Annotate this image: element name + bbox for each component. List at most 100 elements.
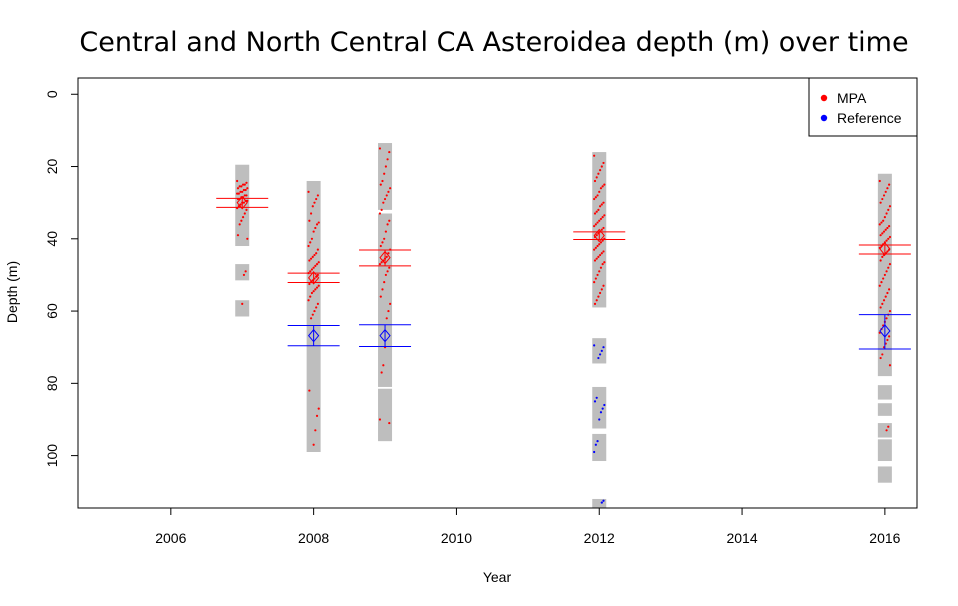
observation-point-mpa-2016 (888, 235, 892, 239)
observation-point-mpa-2007 (236, 187, 240, 190)
observation-point-mpa-2012 (599, 266, 603, 269)
observation-point-mpa-2009 (378, 147, 382, 150)
plot-frame (77, 77, 918, 509)
observation-point-mpa-2008 (309, 270, 312, 273)
observation-point-mpa-2007 (237, 192, 240, 195)
observation-point-mpa-2012 (599, 205, 602, 208)
observation-point-mpa-2007 (244, 188, 247, 192)
observation-point-mpa-2008 (308, 259, 311, 262)
observation-point-mpa-2016 (888, 288, 891, 291)
observation-point-mpa-2009 (388, 150, 391, 154)
observation-point-mpa-2012 (597, 208, 600, 211)
y-tick-label-80: 80 (44, 375, 60, 391)
observation-point-mpa-2012 (597, 255, 600, 258)
observation-point-mpa-2012 (601, 262, 604, 266)
observation-point-mpa-2007 (243, 183, 246, 186)
observation-point-mpa-2007 (240, 185, 243, 188)
observation-point-mpa-2012 (595, 234, 598, 237)
observation-point-mpa-2016 (887, 425, 890, 428)
observation-point-mpa-2016 (881, 197, 884, 201)
observation-point-mpa-2012 (602, 161, 605, 165)
observation-point-mpa-2012 (600, 228, 603, 231)
observation-point-mpa-2008 (313, 309, 316, 313)
observation-point-mpa-2008 (317, 407, 320, 410)
observation-point-mpa-2012 (599, 187, 603, 190)
observation-point-reference-2012 (603, 403, 606, 407)
observation-point-mpa-2012 (602, 226, 605, 230)
observation-point-mpa-2016 (879, 234, 882, 237)
observation-point-mpa-2016 (885, 270, 888, 273)
observation-point-mpa-2016 (880, 281, 883, 284)
observation-point-mpa-2008 (315, 223, 319, 226)
observation-point-mpa-2012 (601, 239, 604, 242)
observation-point-reference-2012 (596, 440, 599, 443)
observation-point-mpa-2012 (599, 253, 602, 257)
observation-point-mpa-2016 (882, 194, 886, 197)
observation-point-mpa-2008 (309, 212, 313, 215)
observation-point-mpa-2008 (317, 221, 320, 224)
observation-point-mpa-2009 (388, 219, 391, 222)
observation-point-mpa-2016 (887, 208, 890, 211)
observation-point-mpa-2007 (246, 187, 249, 190)
observation-point-mpa-2016 (888, 183, 891, 186)
observation-point-mpa-2008 (315, 286, 319, 289)
observation-point-reference-2012 (601, 407, 604, 410)
observation-point-mpa-2008 (314, 226, 317, 230)
observation-point-mpa-2009 (389, 187, 392, 190)
observation-point-reference-2012 (602, 346, 605, 349)
observation-point-mpa-2012 (601, 216, 604, 219)
observation-point-mpa-2007 (243, 194, 246, 197)
depth-range-bar-2007 (235, 264, 250, 281)
observation-point-mpa-2009 (388, 421, 391, 425)
observation-point-mpa-2016 (886, 338, 889, 342)
observation-point-mpa-2009 (382, 201, 385, 204)
observation-point-mpa-2009 (386, 158, 389, 161)
observation-point-mpa-2009 (386, 223, 389, 226)
observation-point-mpa-2008 (312, 443, 315, 446)
legend: MPA Reference (808, 77, 918, 137)
observation-point-mpa-2016 (888, 262, 892, 266)
y-tick-label-0: 0 (44, 90, 60, 98)
observation-point-mpa-2012 (595, 257, 598, 260)
mean-marker-mpa-2008 (307, 271, 320, 285)
observation-point-mpa-2007 (241, 216, 245, 219)
observation-point-mpa-2016 (886, 187, 889, 190)
observation-point-mpa-2007 (236, 179, 239, 183)
observation-point-mpa-2008 (315, 262, 319, 266)
observation-point-mpa-2012 (593, 259, 597, 262)
observation-point-mpa-2009 (380, 371, 383, 374)
observation-point-mpa-2008 (310, 268, 314, 271)
observation-point-mpa-2008 (311, 313, 314, 316)
observation-point-mpa-2009 (388, 266, 391, 269)
observation-point-mpa-2016 (881, 232, 884, 235)
legend-box (808, 77, 918, 137)
observation-point-mpa-2012 (598, 243, 601, 246)
observation-point-mpa-2016 (888, 225, 891, 228)
observation-point-mpa-2016 (881, 302, 884, 305)
depth-range-bar-2016 (877, 403, 892, 416)
depth-range-bar-2016 (877, 439, 892, 462)
observation-point-mpa-2009 (378, 418, 382, 421)
observation-point-mpa-2012 (593, 281, 596, 284)
observation-point-mpa-2009 (383, 237, 386, 240)
observation-point-mpa-2016 (884, 228, 887, 231)
observation-point-mpa-2007 (240, 219, 243, 222)
observation-point-mpa-2009 (378, 212, 382, 215)
observation-point-mpa-2009 (381, 288, 384, 291)
observation-point-mpa-2008 (307, 299, 310, 302)
observation-point-mpa-2016 (884, 190, 887, 193)
observation-point-mpa-2007 (245, 181, 248, 184)
observation-point-mpa-2008 (311, 205, 314, 208)
observation-point-mpa-2008 (316, 248, 319, 251)
observation-point-reference-2012 (595, 396, 598, 399)
mean-marker-mpa-2007 (236, 195, 248, 210)
y-tick-label-60: 60 (44, 303, 60, 319)
observation-point-mpa-2016 (888, 309, 892, 313)
depth-range-bars (235, 143, 892, 508)
observation-point-mpa-2007 (242, 201, 246, 204)
observation-point-mpa-2007 (242, 188, 246, 192)
observation-point-mpa-2016 (888, 335, 891, 338)
observation-point-mpa-2008 (315, 252, 318, 255)
observation-point-mpa-2016 (885, 212, 888, 215)
observation-point-mpa-2016 (878, 284, 881, 287)
